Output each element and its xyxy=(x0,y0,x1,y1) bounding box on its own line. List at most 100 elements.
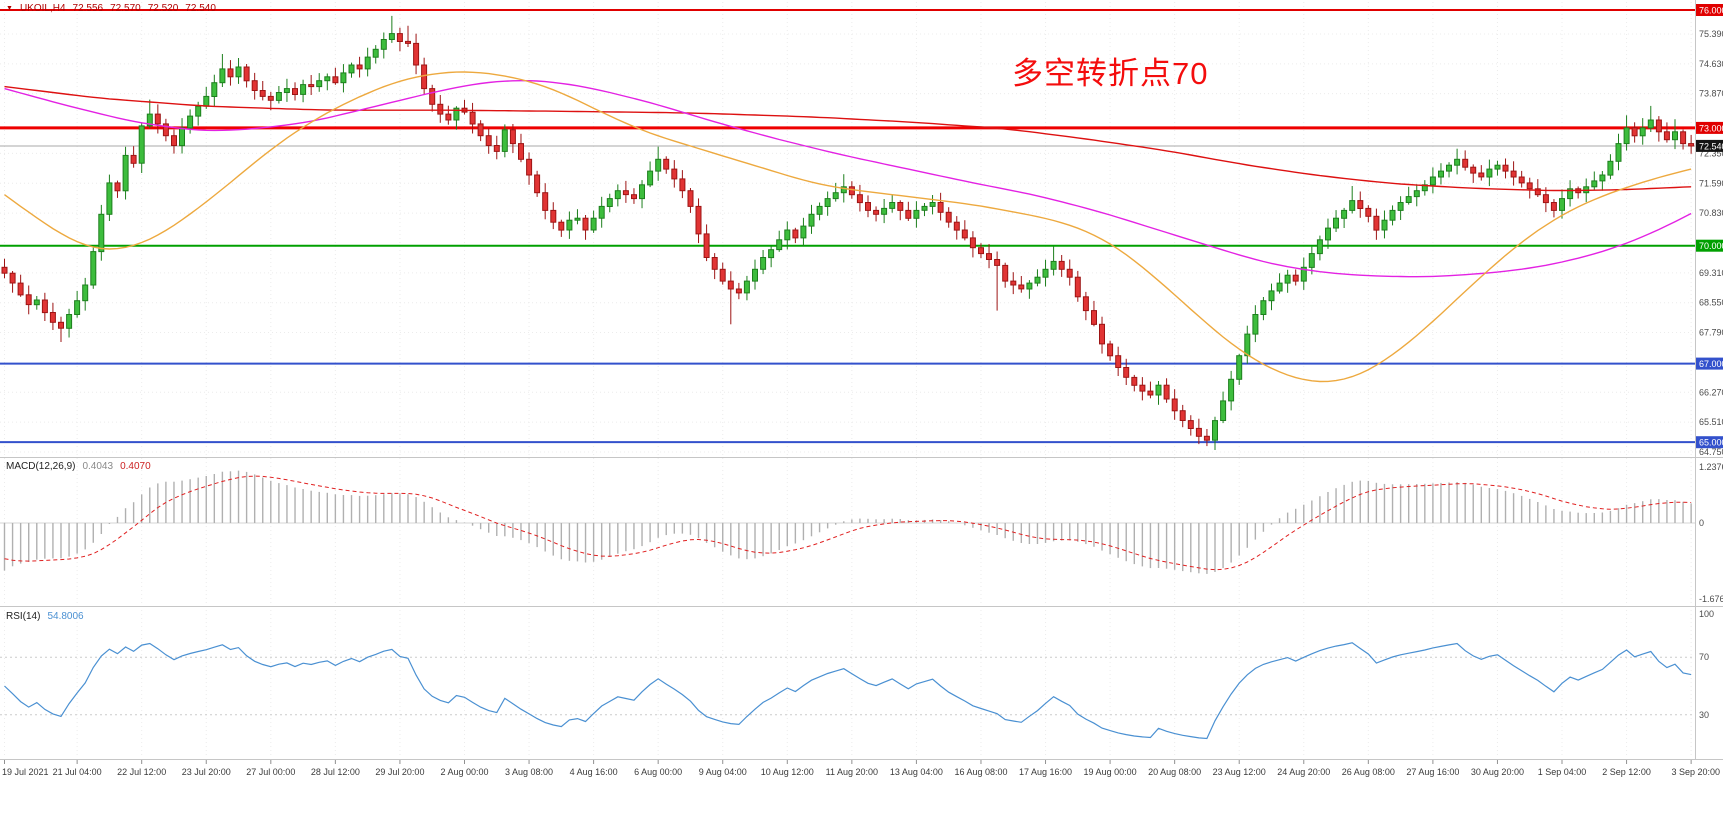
candle-body xyxy=(1276,282,1283,292)
candle-body xyxy=(1212,420,1218,441)
candle-body xyxy=(259,90,266,97)
candle-body xyxy=(356,64,363,70)
candle-body xyxy=(171,135,177,146)
candle-body xyxy=(1663,131,1670,141)
candle-body xyxy=(1413,190,1420,198)
axis-label: 21 Jul 04:00 xyxy=(53,767,102,777)
candle-body xyxy=(348,64,355,74)
axis-label: 19 Jul 2021 xyxy=(2,767,49,777)
candle-body xyxy=(1058,260,1065,270)
axis-label: 1.2376 xyxy=(1699,462,1723,472)
candle-body xyxy=(590,217,597,231)
candle-body xyxy=(622,190,629,196)
candle-body xyxy=(550,209,557,223)
candle-body xyxy=(445,113,452,121)
candle-body xyxy=(1381,219,1388,231)
horizontal-lines[interactable] xyxy=(0,9,1695,444)
candles xyxy=(1,15,1695,450)
axis-label: 9 Aug 04:00 xyxy=(699,767,747,777)
axis-label: 70.000 xyxy=(1699,241,1723,251)
candle-body xyxy=(1034,276,1041,284)
candle-body xyxy=(1672,131,1678,141)
candle-body xyxy=(816,205,823,215)
candle-body xyxy=(953,221,960,231)
candle-body xyxy=(961,229,968,239)
candle-body xyxy=(485,135,492,146)
ma-line-fast-orange xyxy=(4,71,1692,383)
candle-body xyxy=(187,115,194,129)
candle-body xyxy=(501,129,508,152)
candle-body xyxy=(1179,410,1186,422)
candle-body xyxy=(49,312,56,323)
candle-body xyxy=(1591,180,1598,188)
candle-body xyxy=(1462,158,1469,168)
candle-body xyxy=(1171,398,1178,412)
candle-body xyxy=(1526,182,1533,190)
candle-body xyxy=(1615,143,1622,162)
candle-body xyxy=(1195,427,1202,437)
candle-body xyxy=(308,84,315,88)
candle-body xyxy=(41,299,48,314)
candle-body xyxy=(598,205,605,219)
candle-body xyxy=(9,272,16,284)
candle-body xyxy=(1163,384,1170,400)
candle-body xyxy=(437,103,444,115)
candle-body xyxy=(534,174,541,194)
price-box-70.000 xyxy=(1696,239,1723,252)
macd-label: MACD(12,26,9) xyxy=(6,461,76,472)
axis-label: -1.6762 xyxy=(1699,594,1723,604)
candle-body xyxy=(606,198,613,208)
axis-label: 76.000 xyxy=(1699,6,1723,16)
ma-line-slow-red xyxy=(4,85,1692,192)
candle-body xyxy=(82,284,89,302)
candle-body xyxy=(526,158,533,176)
candle-body xyxy=(711,257,718,270)
candle-body xyxy=(1438,170,1444,178)
price-box-73.000 xyxy=(1696,121,1723,134)
candle-body xyxy=(1284,274,1291,284)
candle-body xyxy=(332,76,339,84)
quote-open: 72.556 xyxy=(72,3,104,14)
candle-body xyxy=(1607,160,1614,176)
macd-signal-line xyxy=(4,475,1692,571)
candle-body xyxy=(179,127,185,147)
candle-body xyxy=(1325,227,1331,241)
candle-body xyxy=(1494,164,1501,170)
price-box-72.540 xyxy=(1696,139,1723,152)
candle-body xyxy=(421,64,428,90)
rsi-value: 54.8006 xyxy=(47,611,84,622)
annotation-text[interactable]: 多空转折点70 xyxy=(1012,56,1209,91)
candle-body xyxy=(1647,119,1654,129)
candle-body xyxy=(929,202,936,207)
candle-body xyxy=(372,48,379,58)
candle-body xyxy=(1155,384,1162,396)
candle-body xyxy=(25,294,32,306)
time-axis[interactable]: 19 Jul 2021 21 Jul 04:00 22 Jul 12:00 23 Ju… xyxy=(2,760,1720,777)
candle-body xyxy=(574,217,581,221)
candle-body xyxy=(945,211,952,223)
candle-body xyxy=(848,186,855,196)
axis-label: 10 Aug 12:00 xyxy=(761,767,814,777)
quote-close: 72.540 xyxy=(185,3,216,14)
axis-label: 69.310 xyxy=(1699,268,1723,278)
candle-body xyxy=(388,33,395,40)
candle-body xyxy=(1486,168,1493,178)
price-box-65.000 xyxy=(1696,436,1723,449)
axis-label: 73.870 xyxy=(1699,89,1723,99)
price-box-67.000 xyxy=(1696,357,1723,370)
axis-label: 70 xyxy=(1699,652,1709,662)
candle-body xyxy=(1357,200,1364,210)
price-axis[interactable]: 75.390 74.630 73.870 72.350 71.590 70.830 69.3… xyxy=(1696,4,1723,457)
candle-body xyxy=(1599,174,1606,182)
candle-body xyxy=(267,95,274,101)
candle-body xyxy=(1268,290,1275,302)
candle-body xyxy=(614,190,621,200)
symbol-marker-icon: ▼ xyxy=(6,5,13,12)
candle-body xyxy=(518,143,524,160)
axis-label: 28 Jul 12:00 xyxy=(311,767,360,777)
candle-body xyxy=(582,217,589,231)
axis-label: 30 xyxy=(1699,710,1709,720)
axis-label: 65.000 xyxy=(1699,438,1723,448)
candle-body xyxy=(639,184,645,200)
